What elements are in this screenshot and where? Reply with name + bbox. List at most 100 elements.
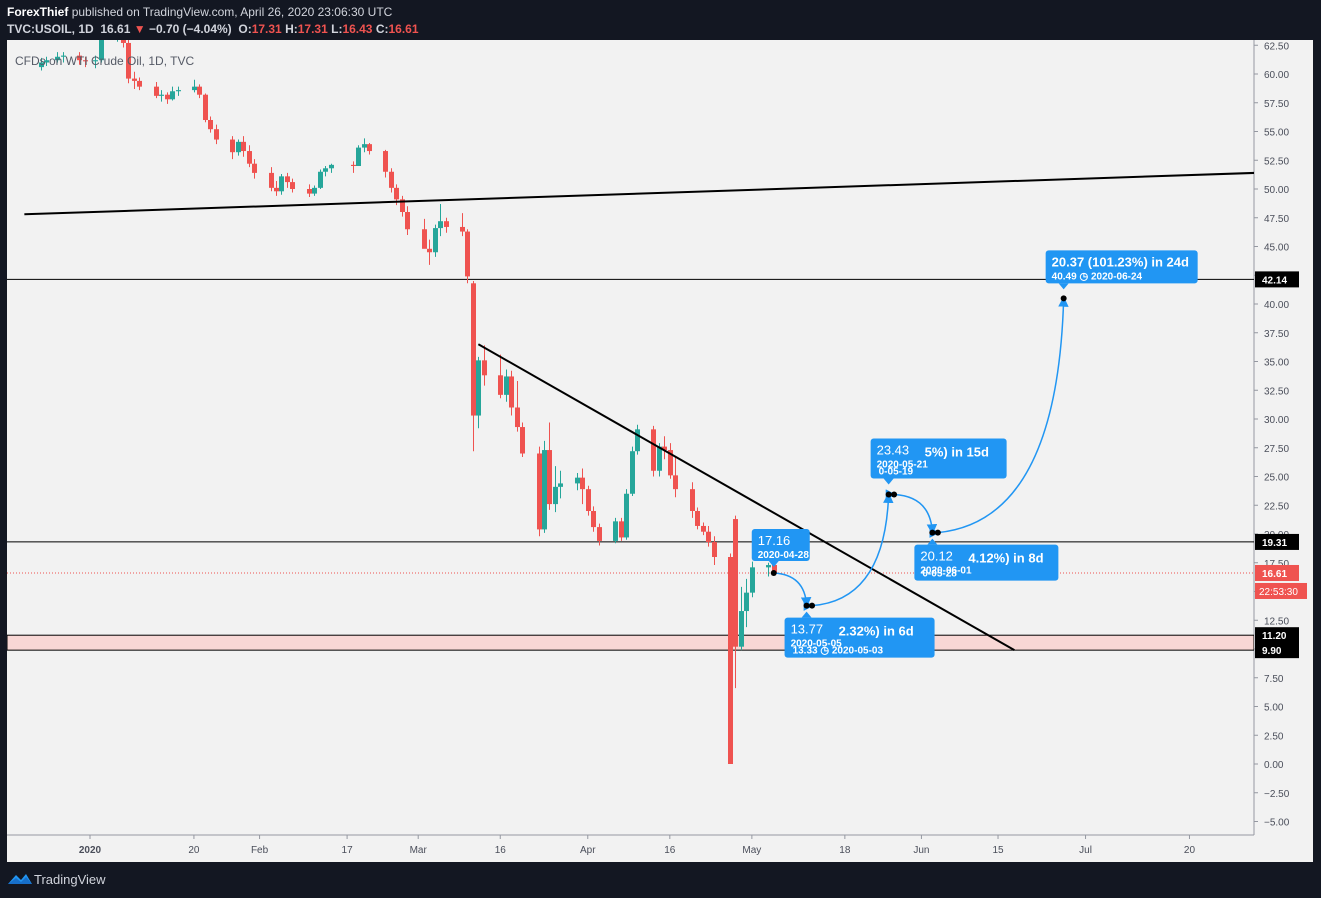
candle-body	[706, 531, 711, 543]
callout-4[interactable]: 0-05-28 4.12%) in 8d 20.12 2020-06-01	[914, 538, 1059, 581]
y-tick-label: 22.50	[1264, 501, 1289, 512]
candle-body	[318, 171, 323, 188]
callout-1[interactable]: 17.16 2020-04-28	[751, 528, 810, 567]
y-tick-label: 27.50	[1264, 444, 1289, 455]
projection-point[interactable]	[1060, 295, 1067, 302]
candle-body	[405, 212, 410, 230]
projection-point[interactable]	[885, 491, 892, 498]
chart-header: ForexThief published on TradingView.com,…	[0, 0, 1321, 40]
callout-pointer	[768, 560, 779, 567]
y-tick-label: 52.50	[1264, 156, 1289, 167]
callout-sub: 2020-06-01	[920, 566, 972, 577]
y-tick-label: 40.00	[1264, 300, 1289, 311]
candle-body	[312, 187, 317, 194]
candle-body	[476, 360, 481, 416]
candle-body	[547, 450, 552, 505]
y-tick-label: 45.00	[1264, 243, 1289, 254]
candle-body	[400, 199, 405, 212]
candle-body	[575, 477, 580, 484]
callout-2[interactable]: 13.33 ◷ 2020-05-03 2.32%) in 6d 13.77 2020-…	[784, 611, 935, 658]
candle-body	[362, 144, 367, 148]
candle-body	[203, 94, 208, 120]
zone-top-badge: 11.20	[1262, 631, 1287, 642]
candle-body	[701, 525, 706, 532]
projection-point[interactable]	[934, 529, 941, 536]
callout-box[interactable]	[751, 528, 810, 561]
footer-brand: TradingView	[34, 872, 106, 887]
projection-point[interactable]	[770, 569, 777, 576]
candle-body	[471, 283, 476, 416]
callout-tail-main: 4.12%) in 8d	[968, 551, 1043, 566]
projection-point[interactable]	[929, 529, 936, 536]
x-tick-label: Feb	[251, 845, 269, 856]
candle-body	[197, 86, 202, 95]
callout-box[interactable]	[1045, 250, 1198, 284]
projection-point[interactable]	[891, 491, 898, 498]
candle-body	[712, 542, 717, 557]
candle-body	[537, 453, 542, 530]
trendline-resistance-long	[24, 171, 1254, 216]
high-label: H:	[285, 22, 298, 36]
projection-segment	[894, 493, 938, 535]
ohlc-line: TVC:USOIL, 1D 16.61 ▼ −0.70 (−4.04%) O:1…	[7, 22, 419, 36]
candle-body	[651, 429, 656, 471]
open-value: 17.31	[251, 22, 282, 36]
candle-body	[460, 226, 465, 232]
x-tick-label: 20	[188, 845, 200, 856]
y-tick-label: −2.50	[1264, 789, 1290, 800]
y-tick-label: 5.00	[1264, 703, 1284, 714]
candle-body	[558, 483, 563, 487]
x-tick-label: 15	[992, 845, 1004, 856]
x-tick-label: May	[742, 845, 761, 856]
candle-body	[586, 489, 591, 511]
candle-body	[444, 221, 449, 227]
price-axis-background	[1254, 40, 1313, 862]
callout-tail-sub: 13.33 ◷ 2020-05-03	[793, 646, 884, 657]
candle-body	[591, 511, 596, 528]
callout-main: 20.12	[920, 549, 953, 564]
countdown-badge-bg	[1255, 582, 1307, 599]
projection-point[interactable]	[809, 602, 816, 609]
x-tick-label: Mar	[410, 845, 428, 856]
callout-box[interactable]	[914, 544, 1059, 581]
callout-box[interactable]	[784, 617, 935, 658]
x-tick-label: 18	[839, 845, 851, 856]
price-chart[interactable]: CFDs on WTI Crude Oil, 1D, TVC 17.16 2020-…	[0, 0, 1321, 862]
candle-body	[465, 231, 470, 277]
candle-body	[733, 519, 738, 647]
candle-body	[323, 168, 328, 172]
x-tick-label: 16	[664, 845, 676, 856]
candle-body	[433, 228, 438, 253]
candle-body	[482, 360, 487, 376]
y-tick-label: 25.00	[1264, 473, 1289, 484]
callout-main: 23.43	[877, 443, 910, 458]
candle-body	[772, 564, 777, 573]
close-value: 16.61	[388, 22, 419, 36]
projection-point[interactable]	[803, 602, 810, 609]
candle-body	[509, 376, 514, 408]
open-label: O:	[238, 22, 252, 36]
candle-body	[427, 248, 432, 253]
callout-tail-sub: 0-05-28	[922, 569, 957, 580]
callout-3[interactable]: 0-05-19 5%) in 15d 23.43 2020-05-21	[870, 438, 1007, 485]
callout-sub: 2020-05-05	[791, 639, 843, 650]
callout-box[interactable]	[870, 438, 1007, 479]
candle-body	[269, 172, 274, 188]
candle-body	[279, 176, 284, 192]
callout-5[interactable]: 20.37 (101.23%) in 24d 40.49 ◷ 2020-06-24	[1045, 250, 1198, 290]
candle-body	[208, 120, 213, 130]
candle-body	[159, 94, 164, 96]
candle-body	[137, 80, 142, 87]
y-tick-label: 37.50	[1264, 329, 1289, 340]
candle-body	[438, 221, 443, 229]
x-tick-label: Jun	[913, 845, 929, 856]
candle-body	[230, 139, 235, 153]
x-tick-label: Apr	[580, 845, 596, 856]
callout-pointer	[801, 611, 812, 618]
candle-body	[520, 427, 525, 454]
candle-body	[307, 189, 312, 194]
symbol-label: TVC:USOIL, 1D	[7, 22, 94, 36]
x-tick-label: Jul	[1079, 845, 1092, 856]
x-tick-label: 16	[495, 845, 507, 856]
candle-body	[750, 567, 755, 593]
